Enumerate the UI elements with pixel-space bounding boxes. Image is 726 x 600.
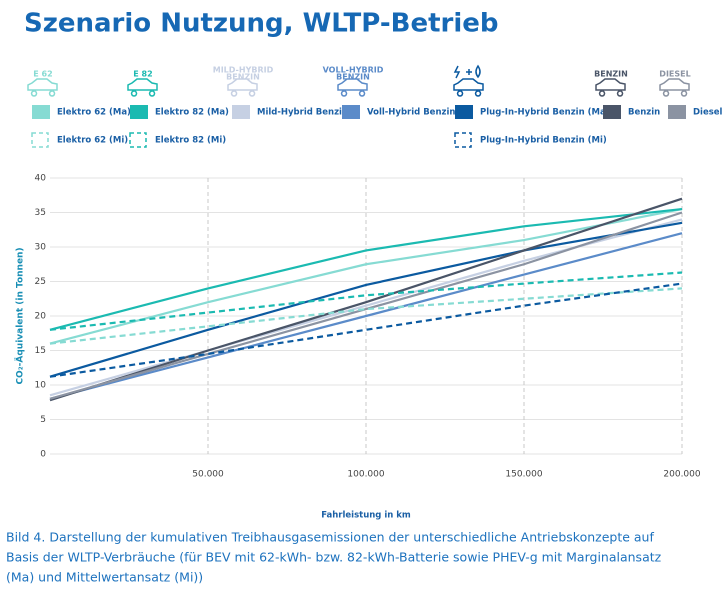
series-line bbox=[49, 271, 683, 331]
x-axis-label: Fahrleistung in km bbox=[321, 511, 411, 521]
legend-label: Elektro 62 (Ma) bbox=[57, 108, 131, 118]
x-tick-label: 100.000 bbox=[347, 470, 384, 480]
car-icon bbox=[227, 78, 258, 97]
legend-swatch bbox=[603, 105, 621, 119]
chart-title: Szenario Nutzung, WLTP-Betrieb bbox=[24, 9, 499, 39]
y-tick-label: 0 bbox=[40, 450, 46, 460]
y-tick-label: 30 bbox=[35, 243, 47, 253]
icon-label: DIESEL bbox=[659, 70, 690, 79]
series-line bbox=[49, 287, 683, 345]
legend-swatch bbox=[232, 105, 250, 119]
car-icon bbox=[27, 78, 58, 97]
y-tick-label: 10 bbox=[35, 381, 47, 391]
series-line bbox=[49, 207, 683, 345]
legend-label: Elektro 82 (Mi) bbox=[155, 136, 226, 146]
legend-label: Plug-In-Hybrid Benzin (Mi) bbox=[480, 136, 607, 146]
legend-swatch bbox=[129, 132, 147, 148]
y-tick-label: 40 bbox=[35, 174, 47, 184]
legend-label: Elektro 82 (Ma) bbox=[155, 108, 229, 118]
series-line bbox=[49, 232, 683, 400]
y-tick-label: 15 bbox=[35, 346, 46, 356]
x-tick-label: 50.000 bbox=[192, 470, 224, 480]
car-icon bbox=[659, 78, 690, 97]
legend-label: Elektro 62 (Mi) bbox=[57, 136, 128, 146]
icon-label: E 82 bbox=[133, 70, 152, 79]
y-tick-label: 20 bbox=[35, 312, 47, 322]
car-icon bbox=[595, 78, 626, 97]
y-tick-label: 35 bbox=[35, 208, 46, 218]
icon-label: VOLL-HYBRID bbox=[323, 66, 384, 75]
caption: (Ma) und Mittelwertansatz (Mi)) bbox=[6, 570, 203, 585]
legend-swatch bbox=[455, 105, 473, 119]
y-tick-label: 5 bbox=[40, 415, 46, 425]
car-icon bbox=[337, 78, 368, 97]
y-tick-label: 25 bbox=[35, 277, 46, 287]
legend-label: Plug-In-Hybrid Benzin (Ma) bbox=[480, 108, 610, 118]
legend-swatch bbox=[454, 132, 472, 148]
phev-symbol bbox=[453, 64, 481, 79]
legend-swatch bbox=[32, 105, 50, 119]
y-axis-label: CO₂-Äquivalent (in Tonnen) bbox=[15, 247, 26, 384]
legend-swatch bbox=[31, 132, 49, 148]
icon-label: BENZIN bbox=[336, 73, 370, 82]
legend-swatch bbox=[130, 105, 148, 119]
caption: Bild 4. Darstellung der kumulativen Trei… bbox=[6, 530, 654, 545]
icon-label: BENZIN bbox=[594, 70, 628, 79]
series-line bbox=[49, 211, 683, 400]
icon-label: E 62 bbox=[33, 70, 52, 79]
legend-label: Mild-Hybrid Benzin bbox=[257, 108, 348, 118]
legend-label: Benzin bbox=[628, 108, 660, 118]
legend-swatch bbox=[342, 105, 360, 119]
series-line bbox=[49, 197, 683, 402]
legend-label: Voll-Hybrid Benzin bbox=[367, 108, 455, 118]
icon-label: BENZIN bbox=[226, 73, 260, 82]
series-line bbox=[49, 282, 683, 378]
series-line bbox=[49, 207, 683, 331]
x-tick-label: 150.000 bbox=[505, 470, 542, 480]
legend-label: Diesel bbox=[693, 108, 723, 118]
x-tick-label: 200.000 bbox=[663, 470, 700, 480]
caption: Basis der WLTP-Verbräuche (für BEV mit 6… bbox=[6, 550, 662, 565]
car-icon bbox=[453, 78, 484, 97]
series-line bbox=[49, 221, 683, 378]
legend-swatch bbox=[668, 105, 686, 119]
car-icon bbox=[127, 78, 158, 97]
icon-label: MILD-HYBRID bbox=[213, 66, 274, 75]
